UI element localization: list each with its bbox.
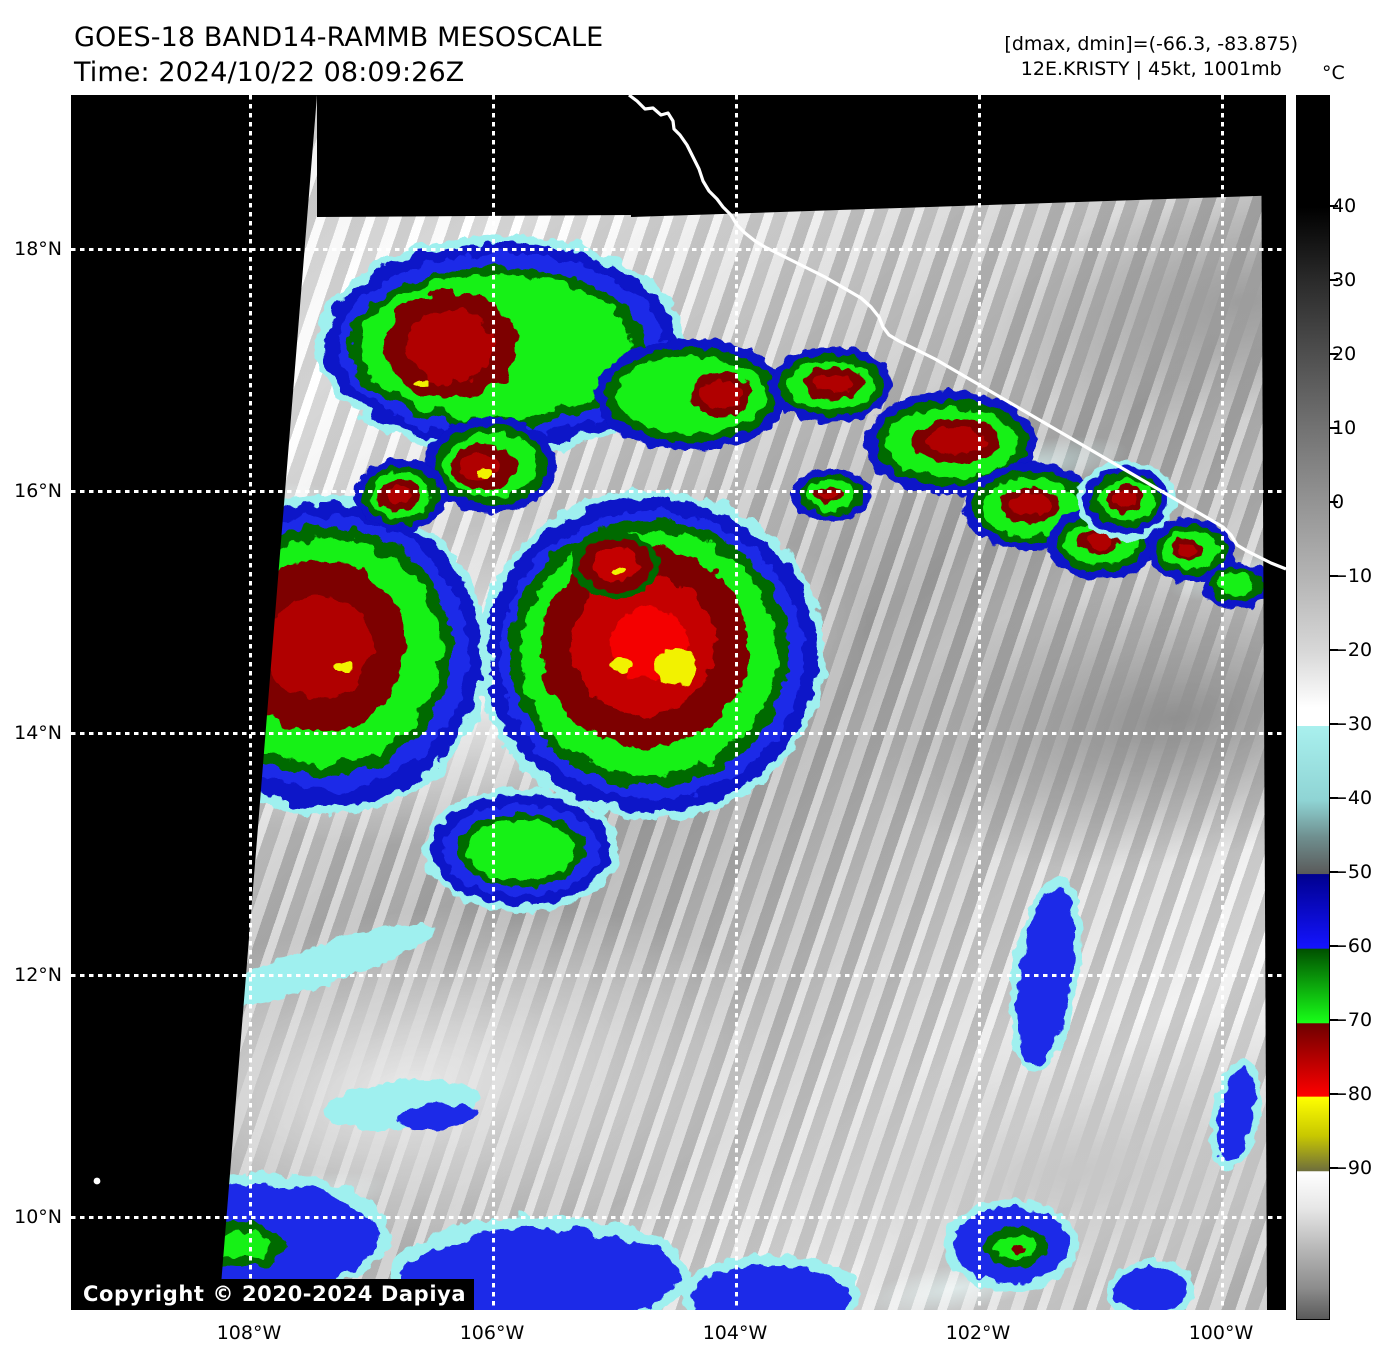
colorbar-tick-minus70: −70 bbox=[1332, 1009, 1373, 1031]
colorbar-tick-minus40: −40 bbox=[1332, 787, 1373, 809]
y-tick-label-14n: 14°N bbox=[14, 722, 62, 744]
colorbar-tick-mark bbox=[1330, 649, 1338, 651]
colorbar-tick-minus60: −60 bbox=[1332, 935, 1373, 957]
colorbar-tick-mark bbox=[1330, 723, 1338, 725]
colorbar-tick-mark bbox=[1330, 1093, 1338, 1095]
colorbar-tick-mark bbox=[1330, 279, 1338, 281]
metadata-block: [dmax, dmin]=(-66.3, -83.875) 12E.KRISTY… bbox=[1004, 32, 1298, 82]
colorbar-tick-mark bbox=[1330, 1019, 1338, 1021]
colorbar-tick-30: 30 bbox=[1332, 269, 1357, 291]
colorbar-tick-mark bbox=[1330, 1167, 1338, 1169]
colorbar-tick-mark bbox=[1330, 353, 1338, 355]
colorbar-unit-label: °C bbox=[1322, 62, 1345, 84]
x-tick-label-106w: 106°W bbox=[459, 1322, 525, 1344]
colorbar-tick-40: 40 bbox=[1332, 195, 1357, 217]
cluster-northwest-small bbox=[355, 459, 447, 531]
cold-core-central bbox=[611, 649, 697, 685]
colorbar-tick-minus90: −90 bbox=[1332, 1157, 1373, 1179]
timestamp: Time: 2024/10/22 08:09:26Z bbox=[74, 57, 465, 89]
colorbar-tick-minus30: −30 bbox=[1332, 713, 1373, 735]
colorbar-tick-mark bbox=[1330, 871, 1338, 873]
colorbar-tick-minus80: −80 bbox=[1332, 1083, 1373, 1105]
colorbar-tick-mark bbox=[1330, 797, 1338, 799]
copyright-notice: Copyright © 2020-2024 Dapiya bbox=[75, 1279, 475, 1310]
colorbar-tick-mark bbox=[1330, 427, 1338, 429]
page-title: GOES-18 BAND14-RAMMB MESOSCALE Time: 202… bbox=[74, 20, 603, 90]
cluster-south-mid-bottom bbox=[681, 1255, 861, 1310]
y-tick-label-12n: 12°N bbox=[14, 964, 62, 986]
satellite-image-plot[interactable] bbox=[71, 95, 1286, 1310]
cluster-southern-outflow bbox=[423, 788, 619, 912]
y-tick-label-10n: 10°N bbox=[14, 1206, 62, 1228]
storm-info-readout: 12E.KRISTY | 45kt, 1001mb bbox=[1020, 58, 1282, 81]
cluster-southwest-wisp bbox=[323, 1079, 479, 1131]
colorbar-tick-10: 10 bbox=[1332, 417, 1357, 439]
colorbar-tick-mark bbox=[1330, 205, 1338, 207]
no-data-mask bbox=[71, 95, 1286, 1310]
product-title: GOES-18 BAND14-RAMMB MESOSCALE bbox=[74, 22, 604, 53]
cluster-northern-main bbox=[316, 235, 686, 455]
cold-core-western bbox=[334, 662, 352, 672]
colorbar-tick-mark bbox=[1330, 501, 1338, 503]
cluster-west-arc-wisp bbox=[206, 923, 436, 1007]
x-tick-label-102w: 102°W bbox=[945, 1322, 1011, 1344]
cluster-northern-secondary bbox=[425, 417, 557, 513]
x-tick-label-108w: 108°W bbox=[216, 1322, 282, 1344]
colorbar-tick-mark bbox=[1330, 945, 1338, 947]
colorbar-tick-mark bbox=[1330, 575, 1338, 577]
colorbar-tick-minus10: −10 bbox=[1332, 565, 1373, 587]
colorbar-tick-minus50: −50 bbox=[1332, 861, 1373, 883]
x-tick-label-100w: 100°W bbox=[1188, 1322, 1254, 1344]
colorbar-tick-minus20: −20 bbox=[1332, 639, 1373, 661]
cluster-south-far-east bbox=[1107, 1260, 1195, 1310]
colorbar-tick-20: 20 bbox=[1332, 343, 1357, 365]
colorbar-tick-0: 0 bbox=[1332, 491, 1345, 513]
cluster-southeast-corner bbox=[943, 1199, 1079, 1291]
y-tick-label-18n: 18°N bbox=[14, 238, 62, 260]
temperature-colorbar[interactable] bbox=[1296, 95, 1330, 1320]
cluster-far-east-small bbox=[1202, 561, 1270, 609]
isolated-island-dot bbox=[93, 1177, 101, 1185]
x-tick-label-104w: 104°W bbox=[702, 1322, 768, 1344]
cold-core-northern bbox=[415, 381, 427, 389]
dmax-dmin-readout: [dmax, dmin]=(-66.3, -83.875) bbox=[1004, 33, 1298, 55]
y-tick-label-16n: 16°N bbox=[14, 480, 62, 502]
